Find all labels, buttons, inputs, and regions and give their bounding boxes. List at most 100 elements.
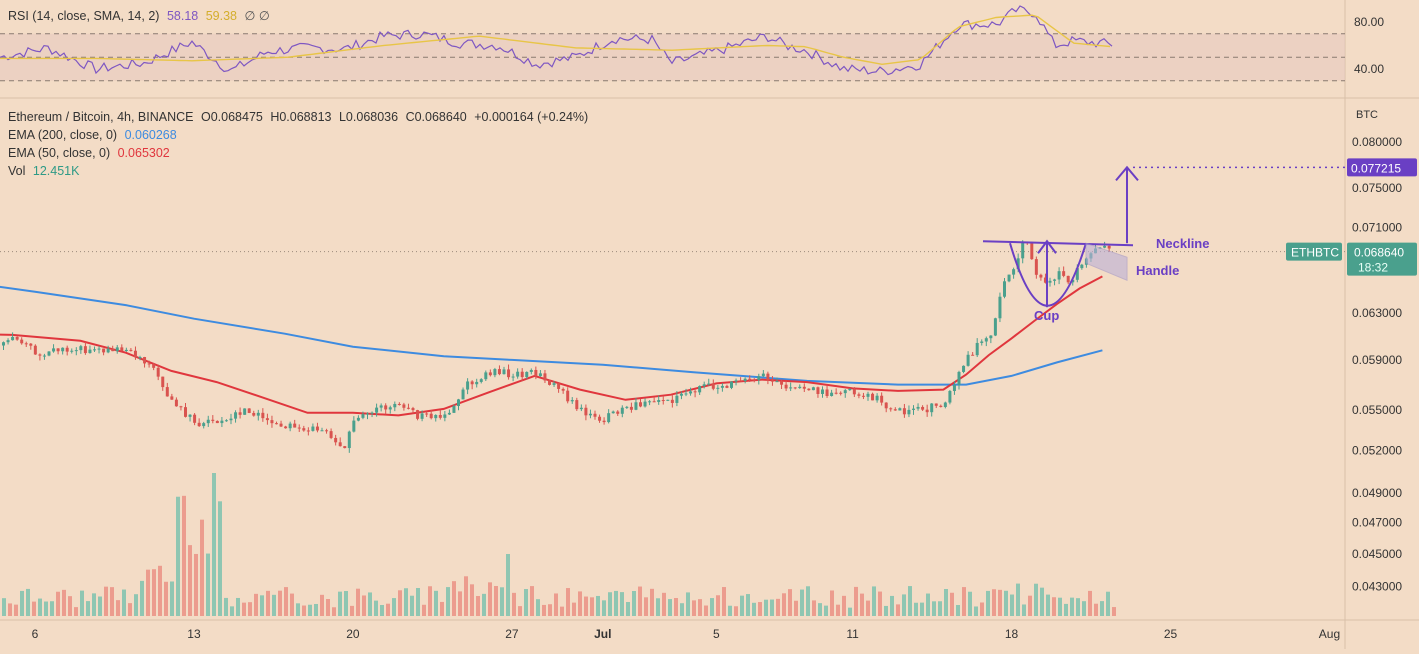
volume-bar <box>590 597 594 616</box>
candle-body <box>88 349 92 354</box>
volume-bar <box>974 606 978 616</box>
candle-body <box>711 383 715 389</box>
candle <box>552 381 556 387</box>
candle-body <box>311 426 315 431</box>
volume-bar <box>824 605 828 616</box>
candle-body <box>102 348 106 353</box>
volume-bar <box>470 584 474 616</box>
candle <box>325 428 329 434</box>
candle <box>497 365 501 376</box>
time-tick-label: 20 <box>346 627 360 641</box>
candle <box>893 407 897 411</box>
candle <box>202 421 206 429</box>
candle-body <box>1034 259 1038 275</box>
candle-body <box>320 430 324 432</box>
volume-bar <box>296 603 300 616</box>
candle-body <box>1103 245 1107 248</box>
candle <box>789 382 793 392</box>
candle-body <box>629 406 633 410</box>
candle-body <box>115 347 119 352</box>
candle <box>484 370 488 382</box>
candle <box>2 341 5 351</box>
candle <box>743 377 747 384</box>
volume-bar <box>728 605 732 616</box>
volume-bar <box>1028 595 1032 616</box>
candle <box>443 410 447 422</box>
candle <box>725 384 729 389</box>
volume-bar <box>956 604 960 616</box>
candle-body <box>361 414 365 418</box>
candle <box>102 348 106 356</box>
candle-body <box>420 413 424 419</box>
volume-bar <box>518 606 522 616</box>
candle <box>730 381 733 390</box>
candle <box>507 364 511 380</box>
candle <box>238 407 242 419</box>
candle-body <box>780 381 784 385</box>
volume-bar <box>8 603 12 616</box>
candle-body <box>279 423 283 427</box>
candle-body <box>770 380 774 382</box>
candle <box>265 413 269 425</box>
candle <box>42 353 46 360</box>
ema200-value: 0.060268 <box>124 128 177 142</box>
volume-bar <box>896 604 900 616</box>
candle-body <box>406 407 410 409</box>
volume-bar <box>344 591 348 616</box>
volume-bar <box>122 589 126 616</box>
candle <box>1057 267 1061 285</box>
candle <box>566 387 570 404</box>
candle <box>343 445 347 449</box>
candle-body <box>675 395 679 403</box>
candle-body <box>507 369 511 378</box>
candle-body <box>452 405 456 413</box>
candle <box>97 346 101 354</box>
candle <box>648 400 652 406</box>
candle-body <box>1057 271 1061 280</box>
volume-bar <box>74 607 78 616</box>
volume-bar <box>146 569 150 616</box>
volume-bar <box>836 604 840 616</box>
ohlc-open: O0.068475 <box>200 110 263 124</box>
candle-body <box>902 408 906 415</box>
volume-bar <box>704 605 708 616</box>
candle-body <box>152 364 156 368</box>
candle <box>229 413 233 425</box>
volume-bar <box>944 588 948 616</box>
volume-bar <box>20 590 24 616</box>
candle <box>33 344 37 355</box>
candle-body <box>934 403 938 406</box>
volume-bar <box>242 602 246 616</box>
candle-body <box>1048 280 1052 283</box>
candle <box>429 409 433 420</box>
candle-body <box>457 399 460 406</box>
candle <box>170 393 174 400</box>
candle <box>657 395 661 405</box>
candle-body <box>861 395 865 397</box>
ohlc-low: L0.068036 <box>338 110 399 124</box>
candle-body <box>124 349 128 352</box>
volume-bar <box>2 598 6 616</box>
candle <box>734 378 738 386</box>
candle <box>930 403 934 417</box>
candle <box>74 347 78 356</box>
volume-bar <box>434 590 438 616</box>
candle-body <box>375 407 379 413</box>
candle <box>975 338 979 358</box>
candle-body <box>984 338 988 342</box>
candle <box>133 346 137 360</box>
candle-body <box>156 367 160 377</box>
candle-body <box>666 399 670 401</box>
ema200-line <box>0 285 1103 386</box>
candle-body <box>975 342 979 356</box>
volume-bar <box>758 602 762 616</box>
candle <box>20 337 24 345</box>
volume-bar <box>842 595 846 616</box>
candle <box>11 332 15 341</box>
candle <box>1048 277 1052 287</box>
candle <box>520 368 524 382</box>
volume-bar <box>128 603 132 616</box>
candle-body <box>52 348 56 352</box>
